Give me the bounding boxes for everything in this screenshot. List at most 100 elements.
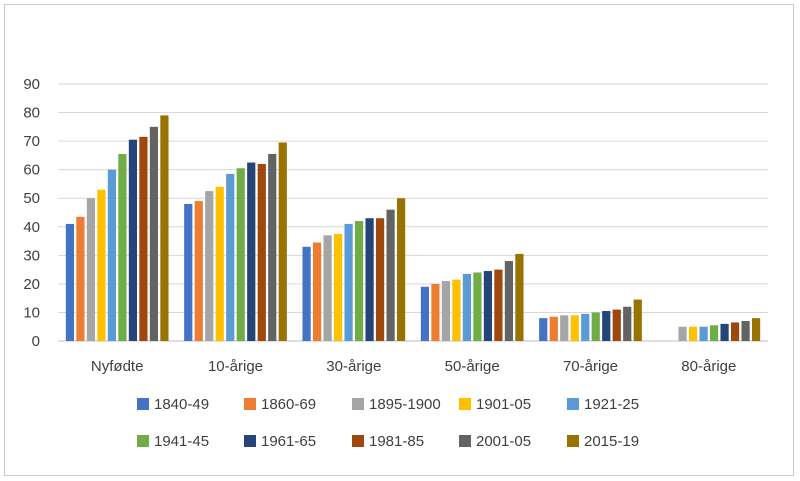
bar (633, 299, 642, 341)
legend-swatch (137, 435, 149, 447)
bar (65, 223, 75, 341)
bar (720, 323, 729, 341)
bar (699, 326, 708, 341)
bars (65, 115, 761, 342)
bar (333, 233, 343, 341)
bar (226, 173, 235, 341)
bar (302, 246, 311, 341)
bar (515, 253, 524, 341)
bar (741, 321, 750, 341)
y-tick-label: 10 (23, 304, 40, 321)
bar (688, 326, 698, 341)
bar (462, 273, 472, 341)
bar (257, 163, 266, 341)
y-tick-label: 70 (23, 133, 40, 150)
y-axis: 0 10 20 30 40 50 60 70 80 90 (23, 76, 40, 350)
legend-swatch (244, 398, 256, 410)
bar (118, 153, 127, 341)
x-tick-label: Nyfødte (91, 358, 144, 375)
x-tick-label: 50-årige (445, 358, 500, 375)
legend-swatch (137, 398, 149, 410)
legend-label: 2015-19 (584, 433, 639, 450)
bar (247, 162, 256, 341)
bar (709, 325, 719, 341)
bar (160, 115, 169, 342)
legend-swatch (352, 435, 364, 447)
bar (730, 322, 740, 341)
y-tick-label: 20 (23, 276, 40, 293)
x-tick-label: 70-årige (563, 358, 618, 375)
x-tick-label: 80-årige (681, 358, 736, 375)
legend-swatch (352, 398, 364, 410)
bar (86, 198, 96, 341)
bar (375, 218, 385, 341)
bar (570, 315, 579, 341)
y-tick-label: 90 (23, 76, 40, 93)
legend-label: 1901-05 (476, 396, 531, 413)
legend-label: 1840-49 (154, 396, 209, 413)
bar (76, 216, 85, 341)
bar (612, 309, 621, 341)
bar (149, 126, 159, 341)
legend-label: 1961-65 (261, 433, 316, 450)
bar (97, 189, 106, 341)
bar (560, 315, 569, 341)
bar (494, 269, 503, 341)
legend-label: 2001-05 (476, 433, 531, 450)
bar (452, 279, 461, 341)
bar (591, 312, 600, 341)
y-tick-label: 30 (23, 247, 40, 264)
x-tick-label: 10-årige (208, 358, 263, 375)
bar (396, 198, 406, 341)
bar (139, 136, 148, 341)
legend-swatch (567, 398, 579, 410)
bar (278, 142, 287, 341)
bar (365, 218, 374, 341)
bar (344, 223, 353, 341)
legend-label: 1981-85 (369, 433, 424, 450)
legend-swatch (244, 435, 256, 447)
bar (386, 209, 395, 341)
y-tick-label: 60 (23, 162, 40, 179)
legend-swatch (567, 435, 579, 447)
bar (205, 191, 214, 341)
x-axis: Nyfødte 10-årige 30-årige 50-årige 70-årige 8… (91, 358, 736, 375)
bar (549, 316, 558, 341)
y-tick-label: 50 (23, 190, 40, 207)
bar (431, 283, 440, 341)
gridlines (58, 83, 768, 342)
x-tick-label: 30-årige (326, 358, 381, 375)
legend-label: 1941-45 (154, 433, 209, 450)
legend-swatch (459, 435, 471, 447)
legend-label: 1921-25 (584, 396, 639, 413)
bar (441, 281, 451, 341)
bar (354, 221, 364, 341)
y-tick-label: 40 (23, 219, 40, 236)
bar (323, 235, 332, 341)
bar (504, 261, 514, 341)
legend-swatch (459, 398, 471, 410)
y-tick-label: 80 (23, 105, 40, 122)
bar (420, 286, 430, 341)
bar (215, 186, 224, 341)
y-tick-label: 0 (32, 333, 40, 350)
bar (312, 242, 322, 341)
bar (107, 169, 117, 341)
legend: 1840-49 1860-69 1895-1900 1901-05 1921-25 194… (137, 396, 639, 450)
bar (623, 306, 632, 341)
legend-label: 1895-1900 (369, 396, 441, 413)
bar (483, 271, 493, 341)
bar (678, 326, 687, 341)
legend-label: 1860-69 (261, 396, 316, 413)
bar (194, 201, 203, 341)
bar (539, 318, 548, 341)
bar (602, 311, 611, 341)
bar (268, 153, 277, 341)
bar (473, 272, 482, 341)
bar (751, 318, 761, 341)
bar (581, 313, 590, 341)
bar (184, 203, 193, 341)
bar (236, 168, 245, 341)
bar (128, 139, 138, 341)
